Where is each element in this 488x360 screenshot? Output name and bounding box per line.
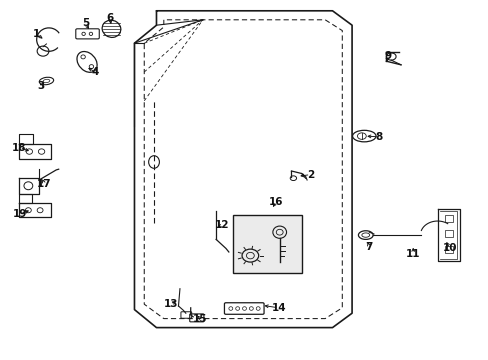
Text: 15: 15 [193, 314, 207, 324]
Text: 2: 2 [306, 170, 313, 180]
Text: 10: 10 [442, 243, 456, 253]
Text: 19: 19 [12, 209, 27, 219]
Text: 13: 13 [163, 299, 178, 309]
Text: 17: 17 [37, 179, 51, 189]
Text: 3: 3 [37, 81, 44, 91]
Text: 1: 1 [33, 29, 40, 39]
Text: 12: 12 [215, 220, 229, 230]
Text: 5: 5 [82, 18, 89, 28]
Text: 7: 7 [365, 242, 372, 252]
Text: 11: 11 [405, 249, 420, 259]
Text: 9: 9 [384, 51, 390, 61]
Text: 16: 16 [268, 197, 283, 207]
Text: 14: 14 [271, 303, 285, 313]
Text: 8: 8 [375, 132, 382, 142]
Text: 6: 6 [106, 13, 113, 23]
Text: 4: 4 [91, 67, 99, 77]
FancyBboxPatch shape [233, 215, 302, 273]
Text: 18: 18 [12, 143, 27, 153]
Ellipse shape [102, 20, 121, 37]
